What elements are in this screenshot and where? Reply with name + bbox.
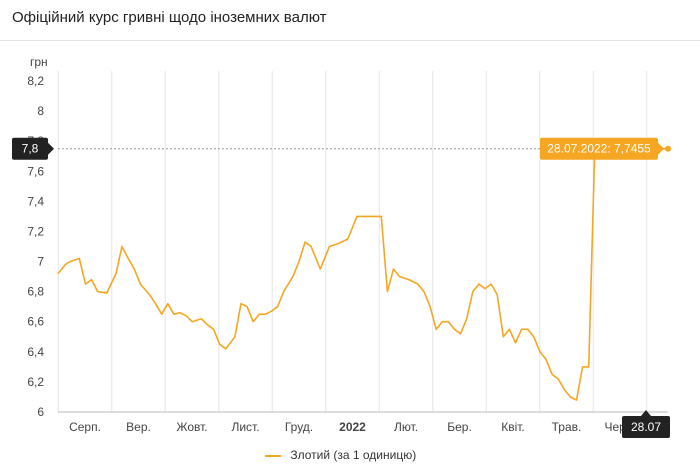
- y-tick-label: 8: [37, 104, 44, 118]
- x-tick-label: Вер.: [126, 420, 151, 434]
- x-tick-label: Груд.: [285, 420, 313, 434]
- x-tick-label: Лют.: [394, 420, 418, 434]
- y-marker-label: 7,8: [22, 142, 39, 156]
- y-tick-label: 6,2: [27, 375, 44, 389]
- y-axis-unit-label: грн: [30, 55, 48, 69]
- y-tick-label: 7,6: [27, 164, 44, 178]
- x-marker-pointer: [641, 410, 651, 416]
- current-point-marker: [665, 145, 671, 152]
- tooltip-label: 28.07.2022: 7,7455: [547, 142, 651, 156]
- x-tick-label: Трав.: [552, 420, 582, 434]
- tooltip-box: [540, 137, 658, 160]
- y-tick-label: 6,8: [27, 285, 44, 299]
- x-tick-label: Серп.: [69, 420, 101, 434]
- x-tick-label: Лист.: [231, 420, 259, 434]
- y-tick-label: 8,2: [27, 74, 44, 88]
- chart-header: Офіційний курс гривні щодо іноземних вал…: [0, 0, 700, 41]
- y-tick-label: 7,2: [27, 224, 44, 238]
- x-marker-box: [622, 416, 670, 438]
- x-tick-label: 2022: [339, 420, 366, 434]
- y-tick-label: 6: [37, 405, 44, 419]
- tooltip-pointer: [658, 142, 664, 155]
- y-tick-label: 6,4: [27, 345, 44, 359]
- x-marker-label: 28.07: [631, 420, 661, 434]
- legend-label: Злотий (за 1 одиницю): [290, 448, 417, 462]
- x-tick-label: Квіт.: [501, 420, 525, 434]
- y-tick-label: 7,4: [27, 194, 44, 208]
- y-tick-label: 7: [37, 255, 44, 269]
- series-line-zloty: [57, 147, 668, 401]
- page-title: Офіційний курс гривні щодо іноземних вал…: [12, 9, 327, 26]
- y-marker-pointer: [48, 142, 54, 155]
- legend-swatch: [265, 454, 281, 457]
- y-marker-box: [12, 137, 48, 160]
- x-tick-label: Бер.: [447, 420, 472, 434]
- y-tick-label: 6,6: [27, 315, 44, 329]
- line-chart: грн 6 6,2 6,4 6,6 6,8 7 7,2 7,4 7,6 7,8 8 8,2 Серп. Ве…: [12, 55, 671, 438]
- legend[interactable]: Злотий (за 1 одиницю): [265, 448, 416, 462]
- x-tick-label: Жовт.: [176, 420, 207, 434]
